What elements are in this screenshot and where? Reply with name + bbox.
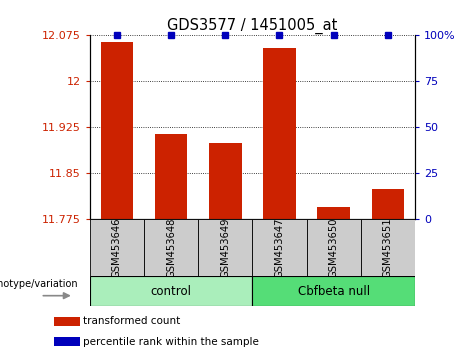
- Text: GSM453646: GSM453646: [112, 218, 122, 278]
- Bar: [90, 276, 253, 306]
- Bar: [100, 41, 133, 219]
- Bar: [54, 337, 80, 346]
- Bar: [307, 219, 361, 276]
- Bar: [54, 317, 80, 326]
- Text: GSM453650: GSM453650: [329, 218, 339, 278]
- Title: GDS3577 / 1451005_at: GDS3577 / 1451005_at: [167, 18, 337, 34]
- Bar: [372, 189, 404, 219]
- Bar: [209, 143, 242, 219]
- Bar: [90, 219, 144, 276]
- Text: GSM453649: GSM453649: [220, 218, 230, 278]
- Bar: [263, 48, 296, 219]
- Bar: [253, 219, 307, 276]
- Text: GSM453648: GSM453648: [166, 218, 176, 278]
- Bar: [317, 207, 350, 219]
- Text: control: control: [151, 285, 192, 298]
- Bar: [155, 133, 187, 219]
- Text: genotype/variation: genotype/variation: [0, 279, 78, 289]
- Text: percentile rank within the sample: percentile rank within the sample: [83, 337, 259, 347]
- Bar: [253, 276, 415, 306]
- Text: GSM453651: GSM453651: [383, 217, 393, 278]
- Bar: [361, 219, 415, 276]
- Text: Cbfbeta null: Cbfbeta null: [298, 285, 370, 298]
- Bar: [198, 219, 253, 276]
- Bar: [144, 219, 198, 276]
- Text: transformed count: transformed count: [83, 316, 180, 326]
- Text: GSM453647: GSM453647: [274, 218, 284, 278]
